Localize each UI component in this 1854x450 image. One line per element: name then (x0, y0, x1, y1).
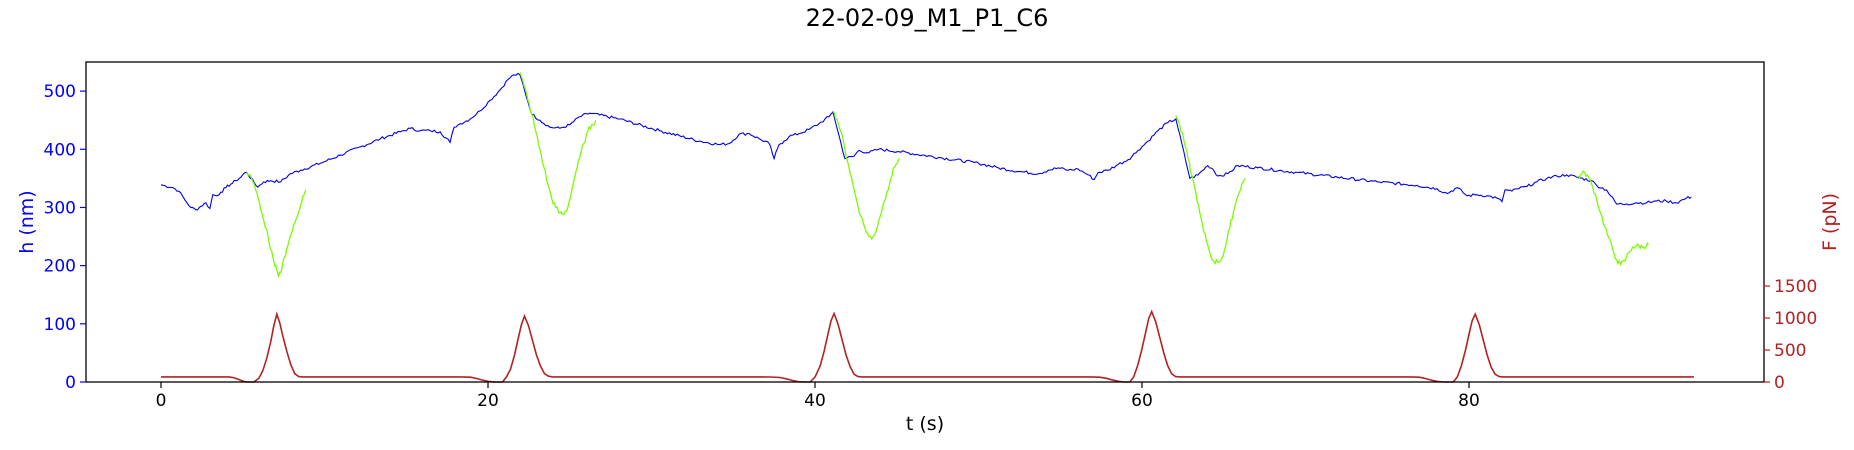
y-right-tick-label: 1000 (1774, 309, 1817, 329)
force-series-line (161, 309, 1694, 383)
height-series-line (160, 72, 1692, 211)
y-axis-label-right: F (pN) (1819, 193, 1841, 251)
y-left-tick-label: 500 (44, 82, 76, 102)
y-right-tick-label: 1500 (1774, 277, 1817, 297)
y-left-tick-label: 0 (65, 373, 76, 393)
x-tick-label: 0 (156, 391, 167, 411)
plot-area (160, 72, 1694, 383)
height-pulse-segment-4 (1175, 115, 1247, 266)
chart-title: 22-02-09_M1_P1_C6 (806, 4, 1049, 32)
y-axis-label-left: h (nm) (16, 190, 38, 253)
y-left-tick-label: 400 (44, 140, 76, 160)
x-axis-label: t (s) (906, 413, 944, 435)
y-left-tick-label: 100 (44, 315, 76, 335)
axis-ticks: 0 20 40 60 80 0 100 200 300 400 500 0 500 1000 1500 (44, 82, 1818, 411)
height-pulse-segment-5 (1576, 169, 1649, 267)
x-tick-label: 80 (1458, 391, 1480, 411)
y-right-tick-label: 0 (1774, 373, 1785, 393)
height-pulse-segment-3 (832, 111, 900, 241)
x-tick-label: 60 (1131, 391, 1153, 411)
height-pulse-segment-2 (519, 72, 597, 216)
height-pulse-segment-1 (246, 172, 307, 277)
x-tick-label: 40 (804, 391, 826, 411)
plot-frame (85, 61, 1765, 383)
x-tick-label: 20 (477, 391, 499, 411)
y-left-tick-label: 200 (44, 257, 76, 277)
y-left-tick-label: 300 (44, 198, 76, 218)
y-right-tick-label: 500 (1774, 341, 1806, 361)
